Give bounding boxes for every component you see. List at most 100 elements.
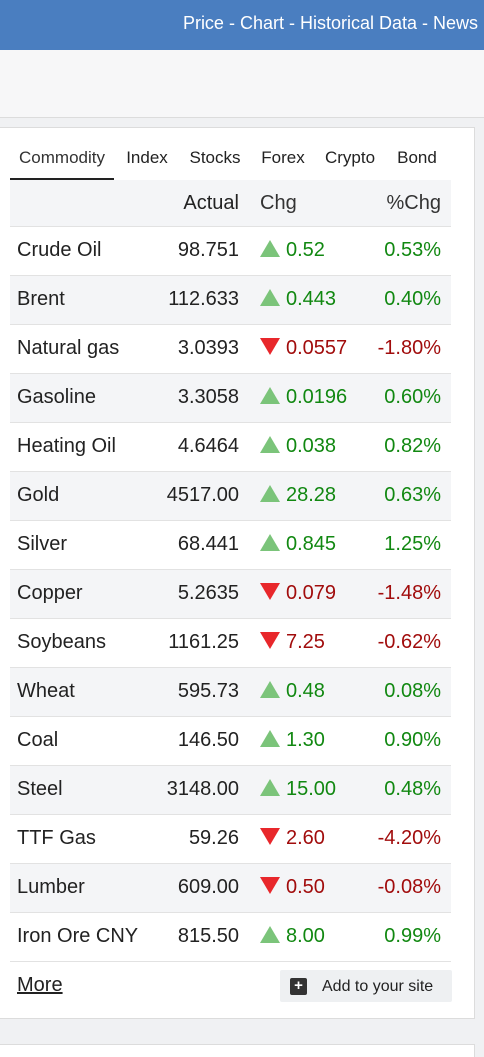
table-row[interactable]: Steel 3148.00 15.00 0.48% (10, 766, 451, 815)
table-header: Actual Chg %Chg (10, 180, 451, 227)
table-row[interactable]: TTF Gas 59.26 2.60 -4.20% (10, 815, 451, 864)
change-value: 0.038 (260, 435, 336, 458)
tab-stocks[interactable]: Stocks (189, 148, 241, 167)
table-row[interactable]: Heating Oil 4.6464 0.038 0.82% (10, 423, 451, 472)
change-text: 15.00 (286, 778, 337, 800)
tab-index[interactable]: Index (126, 148, 168, 167)
percent-change-value: 0.63% (384, 484, 441, 506)
commodity-name[interactable]: Brent (17, 288, 65, 310)
table-row[interactable]: Natural gas 3.0393 0.0557 -1.80% (10, 325, 451, 374)
change-text: 8.00 (286, 925, 325, 947)
arrow-up-icon (260, 534, 280, 551)
change-text: 7.25 (286, 631, 325, 653)
column-actual: Actual (183, 192, 239, 214)
arrow-up-icon (260, 289, 280, 306)
arrow-down-icon (260, 338, 280, 355)
change-value: 0.845 (260, 533, 336, 556)
change-value: 7.25 (260, 631, 325, 654)
commodity-name[interactable]: Steel (17, 778, 63, 800)
commodity-name[interactable]: Gasoline (17, 386, 96, 408)
change-text: 1.30 (286, 729, 325, 751)
arrow-up-icon (260, 926, 280, 943)
change-value: 0.0196 (260, 386, 347, 409)
change-value: 0.079 (260, 582, 336, 605)
table-row[interactable]: Soybeans 1161.25 7.25 -0.62% (10, 619, 451, 668)
change-text: 0.443 (286, 288, 337, 310)
change-value: 28.28 (260, 484, 336, 507)
arrow-down-icon (260, 632, 280, 649)
actual-value: 609.00 (177, 876, 239, 898)
top-nav-links[interactable]: Price - Chart - Historical Data - News (182, 13, 478, 33)
percent-change-value: 0.40% (384, 288, 441, 310)
arrow-up-icon (260, 779, 280, 796)
table-body: Crude Oil 98.751 0.52 0.53% Brent 112.633 0.44… (10, 227, 451, 962)
more-link[interactable]: More (17, 974, 63, 996)
arrow-up-icon (260, 240, 280, 257)
change-value: 2.60 (260, 827, 325, 850)
change-value: 0.0557 (260, 337, 347, 360)
change-text: 0.038 (286, 435, 337, 457)
commodity-name[interactable]: Wheat (17, 680, 75, 702)
arrow-up-icon (260, 730, 280, 747)
commodity-name[interactable]: Iron Ore CNY (17, 925, 139, 947)
commodity-name[interactable]: Gold (17, 484, 60, 506)
percent-change-value: 0.53% (384, 239, 441, 261)
change-text: 28.28 (286, 484, 337, 506)
change-value: 0.50 (260, 876, 325, 899)
percent-change-value: 0.60% (384, 386, 441, 408)
arrow-down-icon (260, 828, 280, 845)
actual-value: 112.633 (168, 288, 239, 310)
percent-change-value: -4.20% (377, 827, 441, 849)
actual-value: 146.50 (177, 729, 239, 751)
tab-forex[interactable]: Forex (261, 148, 305, 167)
commodity-name[interactable]: Heating Oil (17, 435, 116, 457)
change-text: 0.50 (286, 876, 325, 898)
actual-value: 3148.00 (166, 778, 239, 800)
table-row[interactable]: Gasoline 3.3058 0.0196 0.60% (10, 374, 451, 423)
percent-change-value: 0.90% (384, 729, 441, 751)
commodity-name[interactable]: Lumber (17, 876, 85, 898)
change-text: 0.0557 (286, 337, 348, 359)
actual-value: 5.2635 (177, 582, 239, 604)
change-value: 0.443 (260, 288, 336, 311)
actual-value: 815.50 (177, 925, 239, 947)
tab-commodity[interactable]: Commodity (10, 142, 114, 180)
actual-value: 98.751 (177, 239, 239, 261)
actual-value: 3.3058 (177, 386, 239, 408)
table-row[interactable]: Silver 68.441 0.845 1.25% (10, 521, 451, 570)
actual-value: 68.441 (177, 533, 239, 555)
market-tabs: Commodity Index Stocks Forex Crypto Bond (10, 142, 451, 181)
plus-icon: + (290, 978, 307, 995)
commodity-name[interactable]: Natural gas (17, 337, 120, 359)
tab-crypto[interactable]: Crypto (324, 148, 376, 167)
commodity-name[interactable]: Soybeans (17, 631, 106, 653)
arrow-up-icon (260, 436, 280, 453)
top-nav-bar: Price - Chart - Historical Data - News (0, 0, 484, 50)
change-value: 1.30 (260, 729, 325, 752)
table-row[interactable]: Copper 5.2635 0.079 -1.48% (10, 570, 451, 619)
change-text: 0.48 (286, 680, 325, 702)
commodity-name[interactable]: Silver (17, 533, 68, 555)
actual-value: 3.0393 (177, 337, 239, 359)
arrow-up-icon (260, 485, 280, 502)
commodity-name[interactable]: Copper (17, 582, 83, 604)
commodity-name[interactable]: Coal (17, 729, 59, 751)
percent-change-value: 0.08% (384, 680, 441, 702)
arrow-down-icon (260, 583, 280, 600)
table-row[interactable]: Gold 4517.00 28.28 0.63% (10, 472, 451, 521)
table-row[interactable]: Lumber 609.00 0.50 -0.08% (10, 864, 451, 913)
commodity-name[interactable]: Crude Oil (17, 239, 102, 261)
add-to-site-button[interactable]: + Add to your site (280, 970, 452, 1002)
commodity-name[interactable]: TTF Gas (17, 827, 96, 849)
table-row[interactable]: Crude Oil 98.751 0.52 0.53% (10, 227, 451, 276)
change-text: 0.52 (286, 239, 325, 261)
commodity-table: Actual Chg %Chg Crude Oil 98.751 0.52 0.53%… (10, 180, 451, 962)
table-row[interactable]: Wheat 595.73 0.48 0.08% (10, 668, 451, 717)
tab-bond[interactable]: Bond (397, 148, 437, 167)
percent-change-value: 0.82% (384, 435, 441, 457)
column-pct-chg: %Chg (386, 192, 441, 214)
table-row[interactable]: Brent 112.633 0.443 0.40% (10, 276, 451, 325)
table-row[interactable]: Iron Ore CNY 815.50 8.00 0.99% (10, 913, 451, 962)
table-row[interactable]: Coal 146.50 1.30 0.90% (10, 717, 451, 766)
next-panel-edge (0, 1044, 475, 1057)
